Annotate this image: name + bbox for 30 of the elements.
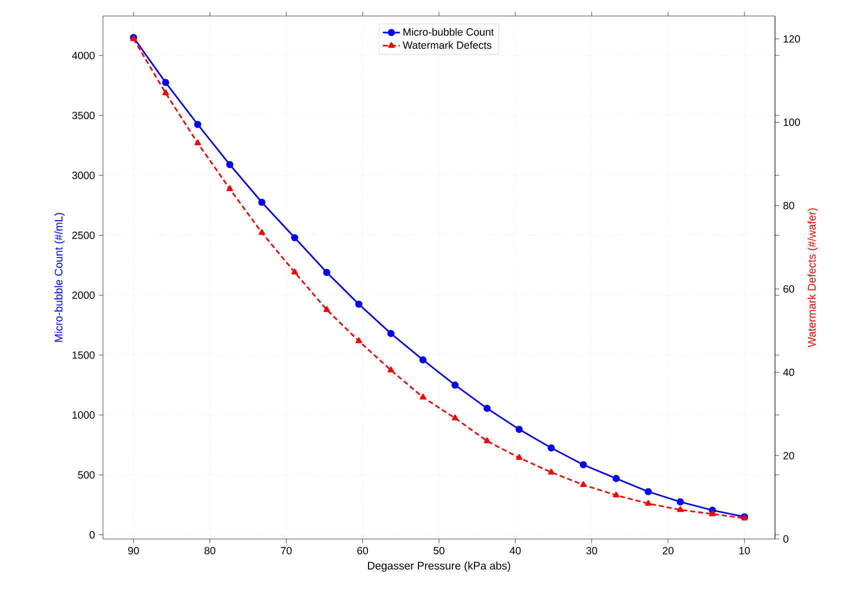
y-tick-label: 4000 <box>72 52 95 60</box>
y2-tick-label: 0 <box>783 535 788 543</box>
y-tick-label: 1000 <box>72 411 95 419</box>
y-tick-label: 2000 <box>72 291 95 299</box>
y-tick-label: 2500 <box>72 232 95 239</box>
x-tick-label: 60 <box>357 546 368 554</box>
y2-tick-label: 120 <box>784 35 800 43</box>
y-tick-label: 0 <box>90 531 95 539</box>
x-tick-label: 20 <box>662 546 674 554</box>
y-tick-label: 500 <box>78 471 95 479</box>
x-axis-title: Degasser Pressure (kPa abs) <box>368 562 510 572</box>
x-tick-label: 90 <box>128 546 139 554</box>
x-tick-label: 70 <box>280 546 292 554</box>
legend-label: Micro-bubble Count <box>404 28 494 36</box>
y2-tick-label: 20 <box>783 452 794 460</box>
x-tick-label: 80 <box>204 546 216 554</box>
x-tick-label: 30 <box>586 546 598 554</box>
x-tick-label: 50 <box>434 546 444 554</box>
y2-tick-label: 60 <box>783 285 794 293</box>
y-tick-label: 1500 <box>72 351 95 359</box>
y2-tick-label: 100 <box>784 118 800 126</box>
y-axis-title: Micro-bubble Count (#/mL) <box>54 213 65 342</box>
legend-label: Watermark Defects <box>402 41 492 49</box>
x-tick-label: 40 <box>510 546 521 554</box>
y2-tick-label: 40 <box>783 368 794 376</box>
y-tick-label: 3000 <box>72 172 95 180</box>
y2-axis-title: Watermark Defects (#/wafer) <box>808 208 818 348</box>
y-tick-label: 3500 <box>72 112 95 120</box>
y2-tick-label: 80 <box>783 202 794 210</box>
x-tick-label: 10 <box>739 546 750 554</box>
